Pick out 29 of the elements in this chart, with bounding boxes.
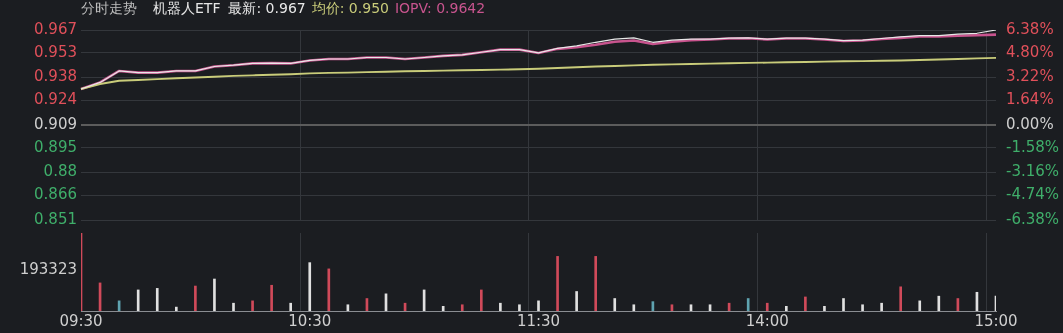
y2-tick-label: 3.22% (1006, 66, 1054, 85)
text: IOPV: 0.9642 (394, 0, 486, 18)
y-tick-label: 0.953 (34, 42, 77, 61)
y-tick-label: 0.866 (34, 185, 77, 204)
chart-subtitle: 机器人ETF (153, 0, 221, 18)
y-tick-label: 0.88 (43, 162, 77, 181)
y2-tick-label: 6.38% (1006, 19, 1054, 38)
y-tick-label: 0.895 (34, 137, 77, 156)
text: 均价: 0.950 (311, 0, 389, 18)
y-tick-label: 0.938 (34, 67, 77, 86)
x-tick-label: 11:30 (516, 311, 561, 330)
y-tick-label: 0.909 (34, 114, 77, 133)
y-tick-label: 0.967 (34, 19, 77, 38)
y2-tick-label: -4.74% (1006, 185, 1060, 204)
y2-tick-label: -6.38% (1006, 209, 1060, 228)
y2-tick-label: 0.00% (1006, 114, 1054, 133)
text: 最新: 0.967 (228, 0, 306, 18)
text: 193323 (19, 260, 77, 279)
y2-tick-label: 1.64% (1006, 90, 1054, 109)
y2-tick-label: -1.58% (1006, 138, 1060, 157)
chart-title: 分时走势 (81, 0, 137, 18)
x-tick-label: 14:00 (745, 311, 789, 330)
x-tick-label: 15:00 (974, 311, 1018, 330)
x-tick-label: 09:30 (59, 311, 103, 330)
y2-tick-label: -3.16% (1006, 161, 1060, 180)
y-tick-label: 0.924 (34, 90, 77, 109)
y2-tick-label: 4.80% (1006, 43, 1054, 62)
x-tick-label: 10:30 (288, 311, 332, 330)
y-tick-label: 0.851 (34, 209, 77, 228)
